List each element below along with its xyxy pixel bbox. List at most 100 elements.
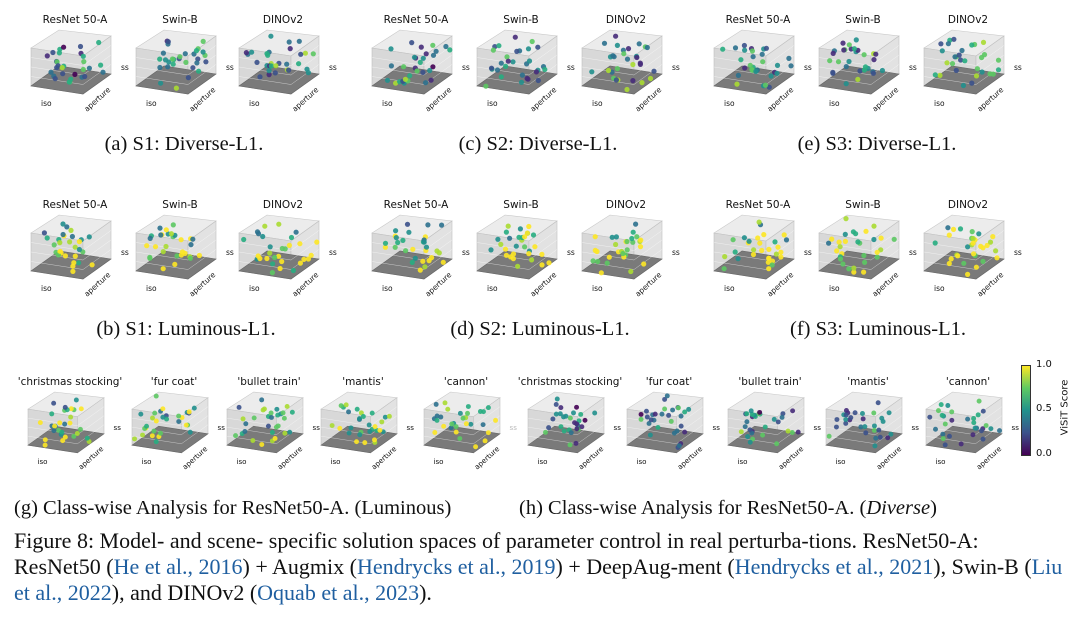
data-point bbox=[542, 66, 548, 73]
data-point bbox=[44, 53, 50, 59]
data-point bbox=[672, 430, 678, 436]
citation-link[interactable]: He et al., 2016 bbox=[113, 554, 243, 579]
subcaption-f: (f) S3: Luminous-L1. bbox=[790, 318, 966, 340]
plot-title: DINOv2 bbox=[262, 199, 304, 211]
citation-link[interactable]: Hendrycks et al., 2021 bbox=[734, 554, 934, 579]
data-point bbox=[418, 44, 424, 50]
data-point bbox=[160, 249, 166, 255]
data-point bbox=[423, 51, 429, 57]
data-point bbox=[154, 418, 159, 424]
data-point bbox=[969, 42, 975, 48]
data-point bbox=[843, 412, 849, 418]
data-point bbox=[958, 57, 964, 63]
data-point bbox=[57, 420, 63, 426]
axis-label-z: ss bbox=[804, 63, 812, 72]
data-point bbox=[70, 263, 76, 269]
data-point bbox=[51, 242, 57, 248]
citation-link[interactable]: Liu et al., 2022 bbox=[14, 554, 1063, 605]
data-point bbox=[944, 60, 950, 66]
data-point bbox=[846, 58, 852, 65]
data-point bbox=[160, 406, 166, 412]
data-point bbox=[529, 38, 535, 45]
data-point bbox=[414, 68, 420, 74]
data-point bbox=[670, 407, 676, 413]
data-point bbox=[525, 76, 531, 82]
data-point bbox=[609, 234, 615, 240]
axis-label-x: iso bbox=[592, 284, 603, 293]
data-point bbox=[633, 221, 639, 227]
axis-label-z: ss bbox=[804, 248, 812, 257]
data-point bbox=[346, 409, 352, 415]
data-point bbox=[735, 72, 741, 78]
data-point bbox=[769, 258, 776, 264]
data-point bbox=[305, 256, 311, 262]
data-point bbox=[242, 429, 248, 434]
data-point bbox=[297, 260, 303, 266]
axis-label-z: ss bbox=[329, 248, 337, 257]
data-point bbox=[843, 81, 849, 87]
data-point bbox=[382, 244, 388, 250]
data-point bbox=[598, 270, 604, 276]
data-point bbox=[61, 44, 67, 50]
axis-label-x: iso bbox=[41, 99, 52, 108]
data-point bbox=[483, 83, 489, 89]
axis-label-x: iso bbox=[249, 284, 260, 293]
data-point bbox=[638, 411, 644, 417]
data-point bbox=[164, 416, 170, 422]
data-point bbox=[75, 431, 80, 436]
data-point bbox=[834, 417, 840, 423]
data-point bbox=[179, 249, 186, 255]
data-point bbox=[348, 425, 354, 431]
data-point bbox=[624, 238, 630, 245]
data-point bbox=[428, 77, 434, 83]
data-point bbox=[863, 228, 869, 234]
data-point bbox=[488, 65, 495, 71]
data-point bbox=[614, 42, 620, 48]
data-point bbox=[763, 45, 769, 51]
data-point bbox=[732, 45, 739, 51]
data-point bbox=[496, 43, 502, 49]
data-point bbox=[260, 233, 266, 240]
data-point bbox=[382, 240, 389, 246]
data-point bbox=[529, 257, 535, 263]
axis-label-z: ss bbox=[121, 248, 129, 257]
colorbar bbox=[1021, 365, 1031, 456]
citation-link[interactable]: Oquab et al., 2023 bbox=[257, 580, 420, 605]
axis-label-x: iso bbox=[538, 457, 548, 466]
data-point bbox=[163, 227, 169, 233]
data-point bbox=[933, 426, 939, 432]
data-point bbox=[290, 267, 296, 274]
plot-title: Swin-B bbox=[503, 199, 539, 211]
data-point bbox=[524, 230, 530, 236]
data-point bbox=[74, 397, 80, 403]
data-point bbox=[286, 67, 292, 73]
data-point bbox=[78, 426, 84, 432]
data-point bbox=[880, 418, 886, 424]
data-point bbox=[870, 70, 876, 76]
data-point bbox=[147, 254, 153, 260]
data-point bbox=[962, 58, 968, 64]
data-point bbox=[276, 221, 282, 227]
data-point bbox=[614, 66, 620, 72]
axis-label-x: iso bbox=[146, 99, 157, 108]
data-point bbox=[468, 421, 474, 427]
data-point bbox=[961, 260, 967, 266]
plot-title: ResNet 50-A bbox=[42, 14, 108, 26]
data-point bbox=[878, 235, 884, 241]
data-point bbox=[970, 240, 976, 246]
data-point bbox=[84, 435, 90, 441]
data-point bbox=[423, 80, 429, 86]
data-point bbox=[268, 410, 274, 416]
class-title: 'cannon' bbox=[443, 376, 489, 388]
data-point bbox=[279, 258, 285, 265]
data-point bbox=[938, 402, 944, 408]
data-point bbox=[946, 232, 952, 238]
data-point bbox=[388, 46, 394, 52]
data-point bbox=[861, 52, 867, 58]
data-point bbox=[973, 264, 979, 270]
citation-link[interactable]: Hendrycks et al., 2019 bbox=[356, 554, 556, 579]
data-point bbox=[190, 65, 196, 71]
data-point bbox=[952, 54, 958, 60]
